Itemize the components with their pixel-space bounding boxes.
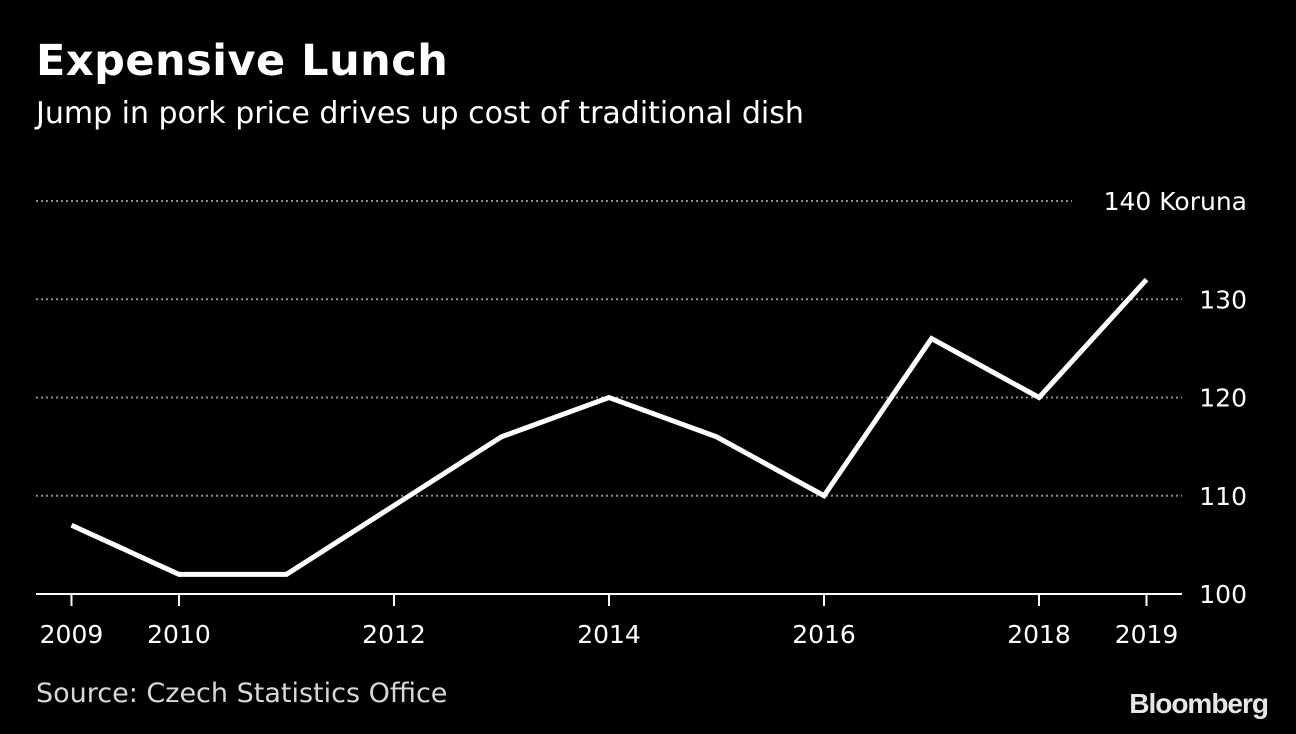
x-tick-label-2014: 2014 <box>577 620 641 649</box>
x-tick-label-2016: 2016 <box>792 620 856 649</box>
x-tick-label-2018: 2018 <box>1007 620 1071 649</box>
bloomberg-logo: Bloomberg <box>1129 688 1269 719</box>
source-note: Source: Czech Statistics Office <box>36 678 448 709</box>
x-tick-label-2012: 2012 <box>362 620 426 649</box>
y-tick-label-110: 110 <box>1199 482 1247 511</box>
y-tick-label-130: 130 <box>1199 285 1247 314</box>
x-tick-label-2010: 2010 <box>147 620 211 649</box>
chart-title: Expensive Lunch <box>36 36 449 86</box>
chart-subtitle: Jump in pork price drives up cost of tra… <box>36 96 804 131</box>
y-tick-label-140: 140 Koruna <box>1104 187 1247 216</box>
y-tick-label-120: 120 <box>1199 384 1247 413</box>
series-line-0 <box>70 277 1149 577</box>
x-tick-label-2019: 2019 <box>1115 620 1179 649</box>
x-tick-label-2009: 2009 <box>40 620 104 649</box>
y-tick-label-100: 100 <box>1199 580 1247 609</box>
